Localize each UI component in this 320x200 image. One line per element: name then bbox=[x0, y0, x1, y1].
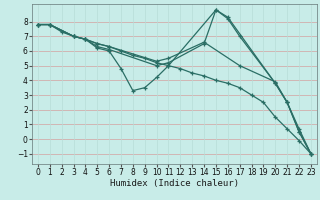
X-axis label: Humidex (Indice chaleur): Humidex (Indice chaleur) bbox=[110, 179, 239, 188]
